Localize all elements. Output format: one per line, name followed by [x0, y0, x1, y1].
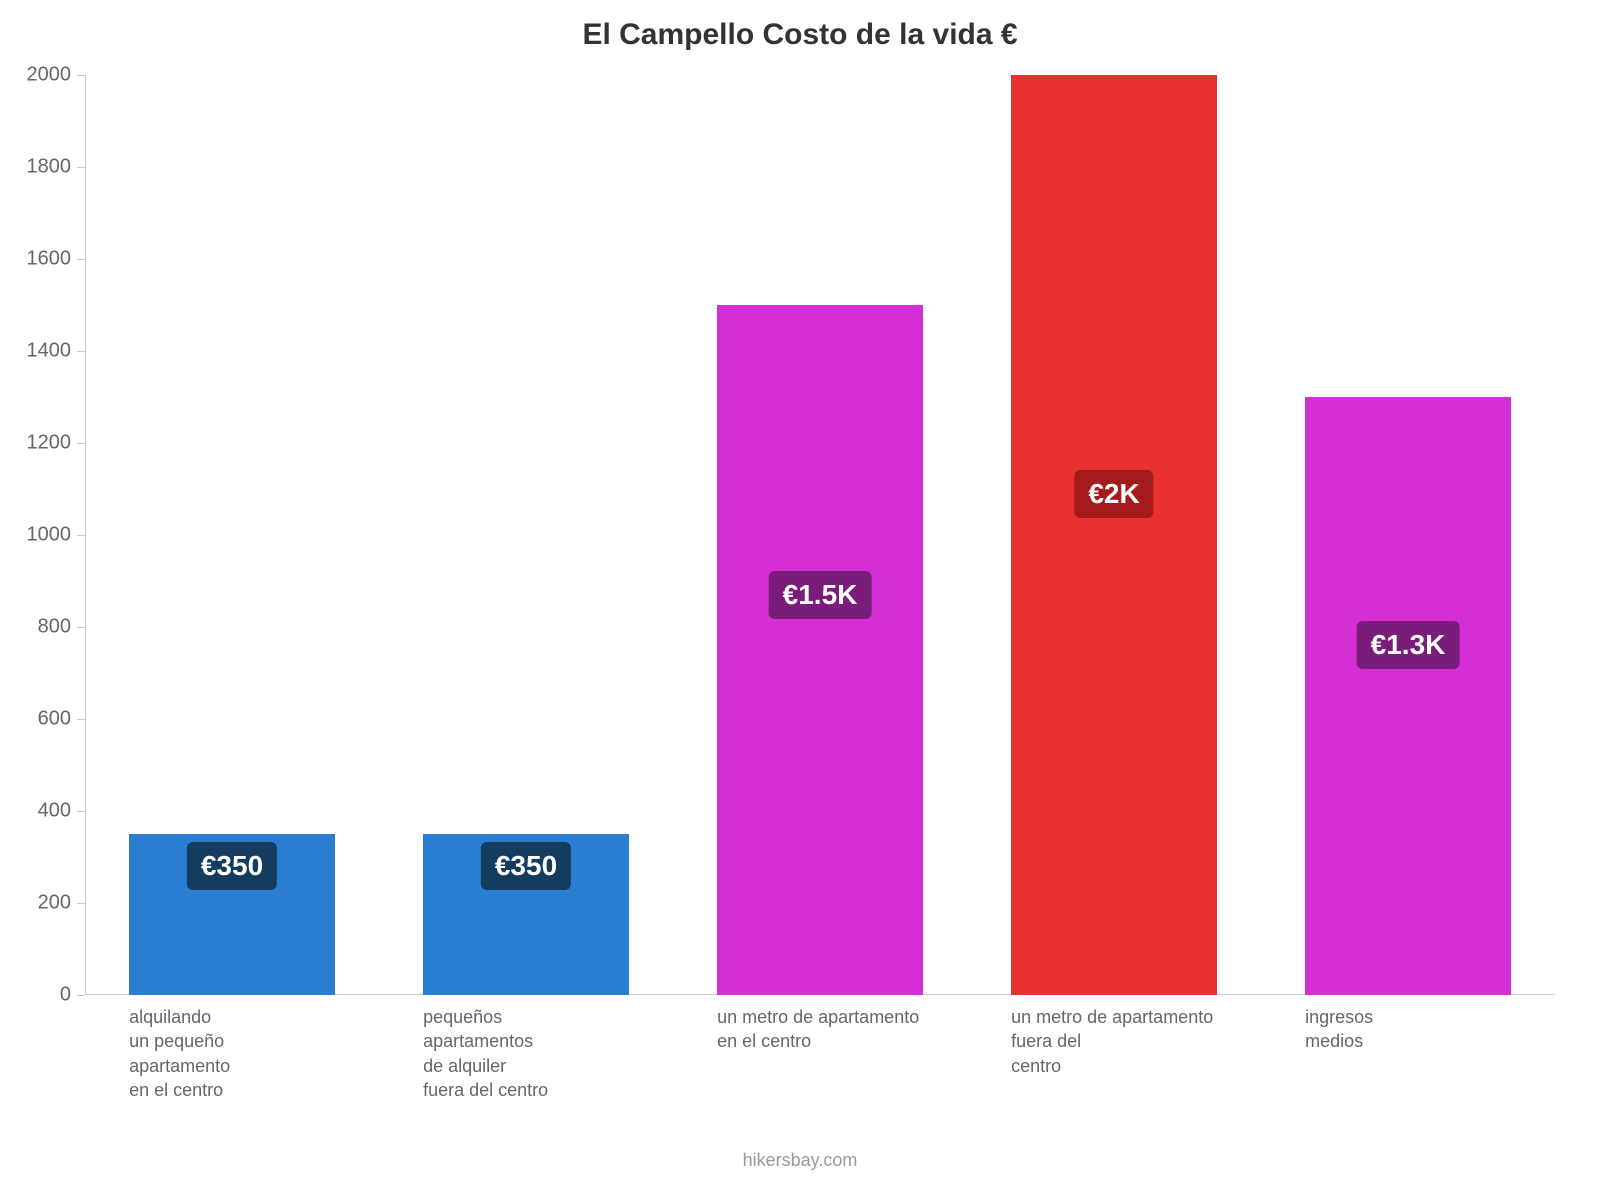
- y-tick-label: 1600: [11, 248, 71, 271]
- y-tick-mark: [77, 995, 85, 996]
- y-tick-label: 800: [11, 616, 71, 639]
- y-tick-mark: [77, 903, 85, 904]
- bar: [1305, 397, 1511, 995]
- bar-value-badge: €1.3K: [1357, 621, 1460, 669]
- y-tick-mark: [77, 75, 85, 76]
- y-tick-mark: [77, 167, 85, 168]
- y-tick-label: 400: [11, 800, 71, 823]
- cost-of-living-chart: El Campello Costo de la vida € 020040060…: [0, 0, 1600, 1200]
- x-category-label: un metro de apartamento fuera del centro: [1011, 1005, 1213, 1078]
- x-category-label: un metro de apartamento en el centro: [717, 1005, 919, 1054]
- y-tick-label: 2000: [11, 64, 71, 87]
- y-tick-mark: [77, 259, 85, 260]
- y-tick-label: 600: [11, 708, 71, 731]
- y-tick-mark: [77, 811, 85, 812]
- y-tick-mark: [77, 627, 85, 628]
- y-tick-label: 1400: [11, 340, 71, 363]
- y-tick-mark: [77, 443, 85, 444]
- y-tick-label: 1000: [11, 524, 71, 547]
- plot-area: 0200400600800100012001400160018002000€35…: [85, 75, 1555, 995]
- bar: [1011, 75, 1217, 995]
- y-tick-label: 200: [11, 892, 71, 915]
- bar-value-badge: €2K: [1074, 470, 1153, 518]
- x-category-label: ingresos medios: [1305, 1005, 1373, 1054]
- bar: [717, 305, 923, 995]
- y-tick-mark: [77, 535, 85, 536]
- y-tick-label: 0: [11, 984, 71, 1007]
- bar-value-badge: €350: [481, 842, 571, 890]
- y-tick-label: 1200: [11, 432, 71, 455]
- y-tick-mark: [77, 351, 85, 352]
- chart-title: El Campello Costo de la vida €: [0, 18, 1600, 52]
- x-category-label: alquilando un pequeño apartamento en el …: [129, 1005, 230, 1102]
- y-tick-label: 1800: [11, 156, 71, 179]
- chart-footer: hikersbay.com: [0, 1150, 1600, 1171]
- x-category-label: pequeños apartamentos de alquiler fuera …: [423, 1005, 548, 1102]
- y-tick-mark: [77, 719, 85, 720]
- bar-value-badge: €350: [187, 842, 277, 890]
- bar-value-badge: €1.5K: [769, 571, 872, 619]
- y-axis-line: [85, 75, 86, 995]
